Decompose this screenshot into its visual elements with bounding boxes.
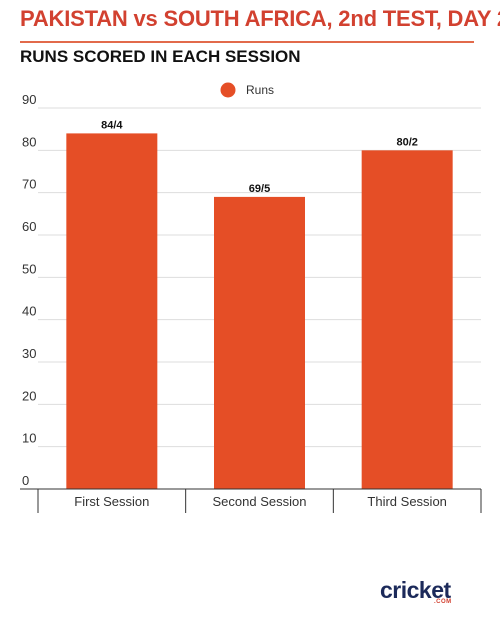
x-axis: First Session Second Session Third Session [20, 488, 482, 513]
cricket-com-logo: cricket .COM [380, 577, 480, 607]
y-tick-label: 30 [22, 346, 36, 361]
legend-swatch [220, 82, 236, 98]
page-title: PAKISTAN vs SOUTH AFRICA, 2nd TEST, DAY … [20, 6, 500, 31]
y-tick-label: 40 [22, 304, 36, 319]
logo-wordmark: cricket [380, 577, 451, 603]
data-label: 84/4 [101, 119, 123, 131]
y-tick-label: 90 [22, 92, 36, 107]
x-category-label: Second Session [213, 494, 307, 509]
logo-domain: .COM [434, 599, 452, 605]
x-category-label: Third Session [367, 494, 446, 509]
y-tick-label: 80 [22, 134, 36, 149]
y-tick-label: 10 [22, 431, 36, 446]
y-tick-label: 0 [22, 473, 29, 488]
bar [214, 196, 305, 489]
bars: 84/4 69/5 80/2 [66, 119, 453, 490]
y-tick-label: 60 [22, 219, 36, 234]
chart-subtitle: RUNS SCORED IN EACH SESSION [20, 47, 301, 66]
x-category-label: First Session [74, 494, 149, 509]
legend: Runs [220, 82, 274, 98]
data-label: 80/2 [396, 136, 417, 148]
bar [361, 150, 453, 490]
y-tick-label: 50 [22, 261, 36, 276]
legend-label: Runs [246, 83, 274, 97]
data-label: 69/5 [249, 183, 270, 195]
y-tick-label: 70 [22, 177, 36, 192]
y-tick-label: 20 [22, 388, 36, 403]
bar [66, 133, 158, 489]
title-divider [20, 41, 474, 43]
